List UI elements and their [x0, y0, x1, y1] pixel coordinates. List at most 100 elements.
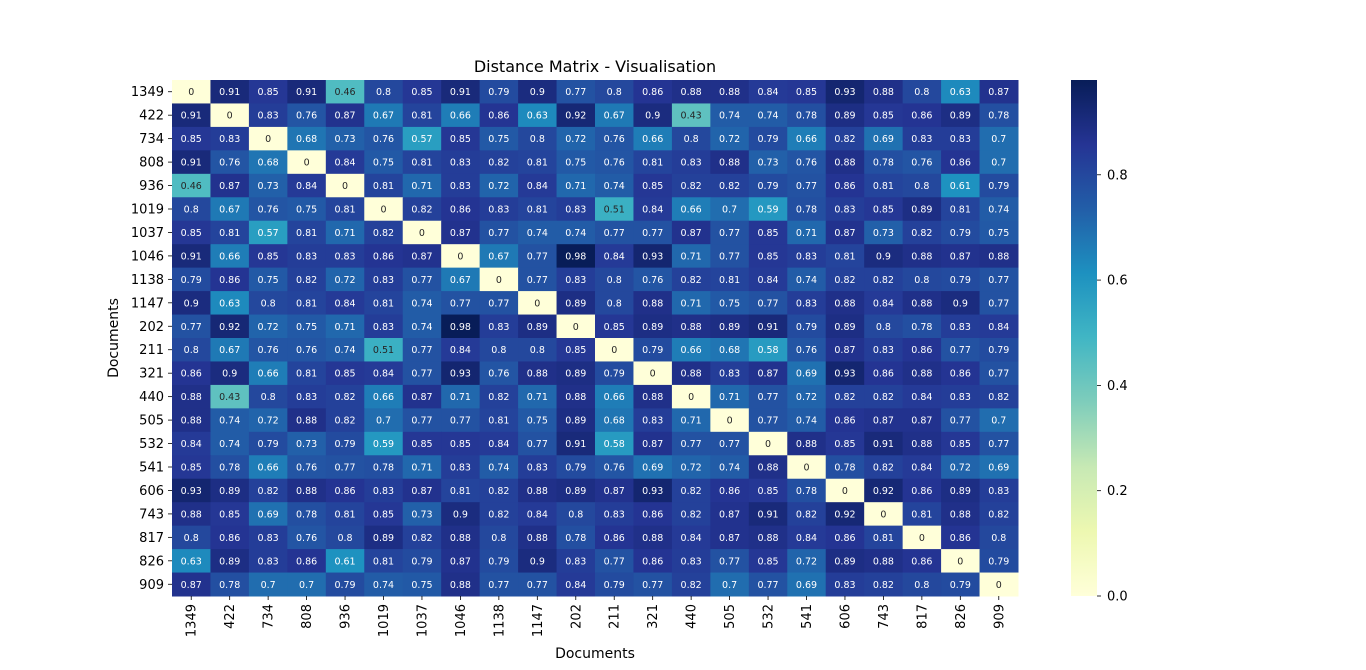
cell-value-label: 0.66 — [681, 345, 702, 356]
heatmap-cell — [479, 525, 519, 550]
cell-value-label: 0.75 — [719, 298, 740, 309]
cell-value-label: 0.8 — [991, 533, 1006, 544]
cell-value-label: 0.9 — [453, 509, 468, 520]
cell-value-label: 0.88 — [796, 439, 817, 450]
cell-value-label: 0.84 — [681, 533, 702, 544]
heatmap-cell — [479, 244, 519, 269]
heatmap-cell — [518, 197, 558, 222]
heatmap-cell — [441, 80, 481, 104]
heatmap-cell — [671, 314, 711, 339]
heatmap-cell — [864, 291, 904, 316]
heatmap-cell — [633, 291, 673, 316]
cell-value-label: 0.89 — [565, 369, 586, 380]
heatmap-cell — [748, 431, 788, 456]
heatmap-cell — [787, 572, 827, 597]
cell-value-label: 0.93 — [834, 87, 855, 98]
heatmap-cell — [864, 338, 904, 362]
heatmap-cell — [941, 103, 981, 128]
cell-value-label: 0.8 — [491, 345, 506, 356]
heatmap-cell — [518, 572, 558, 597]
cell-value-label: 0.84 — [296, 181, 317, 192]
cell-value-label: 0.71 — [527, 392, 548, 403]
cell-value-label: 0.77 — [488, 298, 509, 309]
cell-value-label: 0.67 — [604, 111, 625, 122]
heatmap-cell — [825, 197, 865, 222]
cell-value-label: 0.88 — [873, 556, 894, 567]
heatmap-cell — [287, 126, 327, 151]
cell-value-label: 0.8 — [530, 345, 545, 356]
heatmap-cell — [172, 338, 211, 362]
heatmap-cell — [364, 455, 404, 480]
heatmap-cell — [364, 150, 404, 175]
heatmap-cell — [364, 244, 404, 269]
cell-value-label: 0.87 — [834, 228, 855, 239]
heatmap-cell — [518, 478, 558, 503]
cell-value-label: 0.69 — [796, 580, 817, 591]
cell-value-label: 0.7 — [261, 580, 276, 591]
cell-value-label: 0 — [611, 345, 617, 356]
heatmap-cell — [595, 361, 634, 386]
cell-value-label: 0 — [227, 111, 233, 122]
heatmap-cell — [633, 502, 673, 527]
cell-value-label: 0.87 — [219, 181, 240, 192]
heatmap-cell — [172, 384, 211, 409]
cell-value-label: 0.57 — [258, 228, 279, 239]
heatmap-cell — [248, 126, 288, 151]
heatmap-cell — [941, 150, 981, 175]
cell-value-label: 0.68 — [258, 158, 279, 169]
cell-value-label: 0.89 — [911, 205, 932, 216]
heatmap-cell — [556, 267, 596, 292]
cell-value-label: 0.84 — [527, 509, 548, 520]
heatmap-cell — [979, 220, 1019, 245]
cell-value-label: 0.89 — [373, 533, 394, 544]
y-tick-label: 1019 — [131, 203, 164, 218]
heatmap-cell — [402, 502, 442, 527]
cell-value-label: 0.79 — [488, 87, 509, 98]
cell-value-label: 0.66 — [373, 392, 394, 403]
cell-value-label: 0.81 — [373, 556, 394, 567]
heatmap-cell — [518, 267, 558, 292]
heatmap-cell — [864, 525, 904, 550]
heatmap-cell — [556, 173, 596, 198]
heatmap-cell — [287, 384, 327, 409]
cell-value-label: 0.7 — [376, 416, 391, 427]
colorbar-tick-label: 0.2 — [1107, 484, 1128, 499]
cell-value-label: 0.83 — [911, 134, 932, 145]
heatmap-cell — [518, 314, 558, 339]
y-tick-label: 202 — [139, 320, 164, 335]
x-tick-label: 606 — [838, 604, 853, 629]
x-tick-label: 321 — [646, 604, 661, 629]
cell-value-label: 0.81 — [642, 158, 663, 169]
cell-value-label: 0.76 — [219, 158, 240, 169]
heatmap-cell — [748, 197, 788, 222]
cell-value-label: 0.86 — [911, 345, 932, 356]
heatmap-cell — [633, 384, 673, 409]
cell-value-label: 0.86 — [834, 416, 855, 427]
cell-value-label: 0.81 — [334, 205, 355, 216]
cell-value-label: 0.82 — [411, 205, 432, 216]
cell-value-label: 0.77 — [450, 416, 471, 427]
cell-value-label: 0.84 — [757, 275, 778, 286]
heatmap-cell — [595, 549, 634, 574]
y-tick-label: 826 — [139, 554, 164, 569]
cell-value-label: 0.82 — [681, 580, 702, 591]
x-tick-label: 1147 — [531, 604, 546, 637]
heatmap-cell — [787, 431, 827, 456]
y-tick-label: 743 — [139, 507, 164, 522]
heatmap-cell — [325, 455, 365, 480]
heatmap-cell — [595, 267, 634, 292]
cell-value-label: 0.85 — [757, 556, 778, 567]
cell-value-label: 0.87 — [719, 533, 740, 544]
cell-value-label: 0.85 — [181, 134, 202, 145]
cell-value-label: 0.85 — [373, 509, 394, 520]
heatmap-cell — [671, 549, 711, 574]
heatmap-cell — [364, 291, 404, 316]
heatmap-cell — [402, 220, 442, 245]
heatmap-cell — [633, 431, 673, 456]
heatmap-cell — [633, 80, 673, 104]
y-tick-label: 505 — [139, 414, 164, 429]
cell-value-label: 0.82 — [488, 158, 509, 169]
heatmap-cell — [710, 478, 750, 503]
heatmap-cell — [633, 150, 673, 175]
heatmap-cell — [979, 572, 1019, 597]
